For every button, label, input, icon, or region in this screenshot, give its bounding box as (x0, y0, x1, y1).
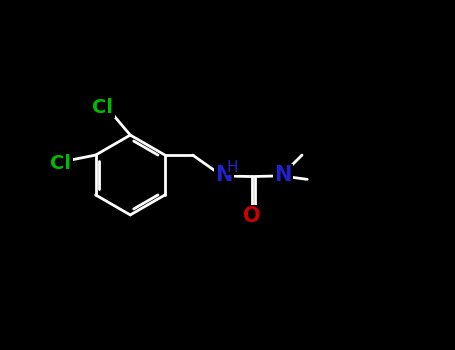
Text: Cl: Cl (51, 154, 71, 173)
Text: O: O (243, 206, 260, 226)
Text: N: N (274, 165, 292, 185)
Text: H: H (227, 160, 238, 175)
Text: Cl: Cl (92, 98, 113, 117)
Text: N: N (215, 165, 233, 185)
